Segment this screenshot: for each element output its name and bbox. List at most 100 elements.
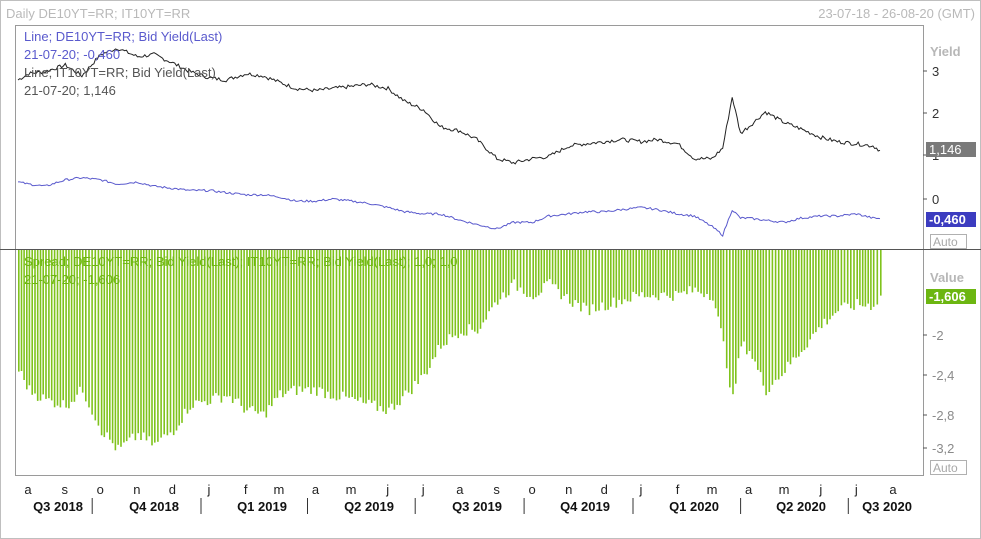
spread-bar — [390, 250, 393, 404]
spread-bar — [859, 250, 861, 306]
spread-bar — [806, 250, 809, 348]
spread-bar — [262, 250, 265, 412]
quarter-label: Q2 2019 — [344, 499, 394, 514]
spread-bar — [417, 250, 419, 384]
spread-bar — [735, 250, 737, 384]
spread-bar — [260, 250, 262, 412]
spread-bar — [519, 250, 522, 288]
spread-bar — [117, 250, 119, 445]
spread-bar — [720, 250, 722, 329]
spread-bar — [445, 250, 448, 345]
spread-bar — [722, 250, 725, 342]
spread-bar — [743, 250, 745, 342]
legend-de-label: Line; DE10YT=RR; Bid Yield(Last) — [24, 29, 222, 44]
bottom-auto-button[interactable] — [930, 460, 967, 475]
spread-bar — [615, 250, 618, 308]
spread-bar — [359, 250, 362, 398]
spread-bar — [712, 250, 714, 301]
spread-bar — [683, 250, 685, 292]
spread-bar — [338, 250, 341, 400]
spread-bar — [660, 250, 663, 293]
spread-bar — [494, 250, 496, 303]
spread-bar — [652, 250, 654, 296]
spread-bar — [370, 250, 373, 403]
spread-bar — [140, 250, 142, 440]
spread-bar — [257, 250, 259, 414]
spread-bar — [649, 250, 651, 298]
top-plot-frame — [15, 25, 924, 250]
spread-bar — [635, 250, 637, 294]
spread-bar — [81, 250, 84, 393]
spread-bar — [85, 250, 87, 402]
spread-bar — [560, 250, 562, 300]
yield-lines — [17, 48, 881, 237]
bottom-tick-label: -3,2 — [932, 441, 954, 456]
spread-bar — [440, 250, 442, 349]
spread-bar — [840, 250, 843, 306]
spread-bar — [732, 250, 734, 395]
month-tick-label: m — [779, 482, 790, 497]
spread-bar — [457, 250, 459, 339]
spread-bar — [674, 250, 677, 291]
spread-bar — [163, 250, 165, 435]
spread-bar — [488, 250, 490, 312]
spread-bar — [771, 250, 774, 385]
spread-bar — [502, 250, 504, 293]
spread-bar — [548, 250, 551, 280]
spread-bar — [751, 250, 754, 359]
spread-bar — [768, 250, 771, 392]
spread-bar — [39, 250, 42, 401]
spread-bar — [537, 250, 540, 296]
it-yield-line — [17, 48, 881, 165]
spread-bar — [491, 250, 493, 308]
quarter-label: Q1 2020 — [669, 499, 719, 514]
spread-bar — [598, 250, 600, 311]
spread-bar — [186, 250, 189, 414]
spread-bar — [876, 250, 879, 305]
month-tick-label: f — [676, 482, 680, 497]
spread-bar — [134, 250, 137, 441]
spread-bar — [618, 250, 620, 300]
spread-bar — [485, 250, 487, 320]
spread-bar — [414, 250, 416, 381]
spread-bar — [114, 250, 117, 451]
x-axis: a s o n d j f m a m j j a s o n d j f m a m j j aQ3 2018 Q4 2018 Q… — [24, 482, 912, 514]
spread-bar — [276, 250, 279, 398]
spread-bar — [516, 250, 519, 291]
spread-bar — [273, 250, 276, 399]
spread-bar — [106, 250, 108, 433]
spread-bar — [646, 250, 649, 297]
spread-bar — [307, 250, 309, 388]
spread-bar — [103, 250, 106, 438]
spread-bar — [571, 250, 574, 307]
spread-bar — [474, 250, 476, 332]
bottom-tick-label: -2 — [932, 328, 944, 343]
month-tick-label: j — [639, 482, 643, 497]
spread-bar — [345, 250, 347, 397]
spread-bar — [125, 250, 128, 442]
spread-bar — [691, 250, 694, 293]
spread-bar — [499, 250, 502, 300]
spread-bar — [329, 250, 332, 399]
spread-bar — [342, 250, 344, 392]
spread-bar — [540, 250, 543, 293]
spread-bar — [532, 250, 534, 300]
spread-bar — [145, 250, 148, 441]
spread-last-value-badge — [926, 289, 976, 304]
spread-bar — [88, 250, 90, 408]
spread-bar — [566, 250, 568, 295]
spread-bar — [787, 250, 789, 362]
spread-bar — [183, 250, 186, 409]
top-auto-button[interactable] — [930, 234, 967, 249]
spread-bar — [335, 250, 338, 401]
spread-bar — [510, 250, 513, 283]
bottom-tick-label: -2,8 — [932, 408, 954, 423]
spread-bar — [178, 250, 180, 426]
spread-bar — [781, 250, 783, 377]
spread-bar — [327, 250, 329, 392]
spread-bar — [507, 250, 510, 296]
month-tick-label: d — [601, 482, 608, 497]
spread-bar — [777, 250, 780, 380]
spread-bar — [42, 250, 44, 395]
spread-bar — [379, 250, 382, 407]
